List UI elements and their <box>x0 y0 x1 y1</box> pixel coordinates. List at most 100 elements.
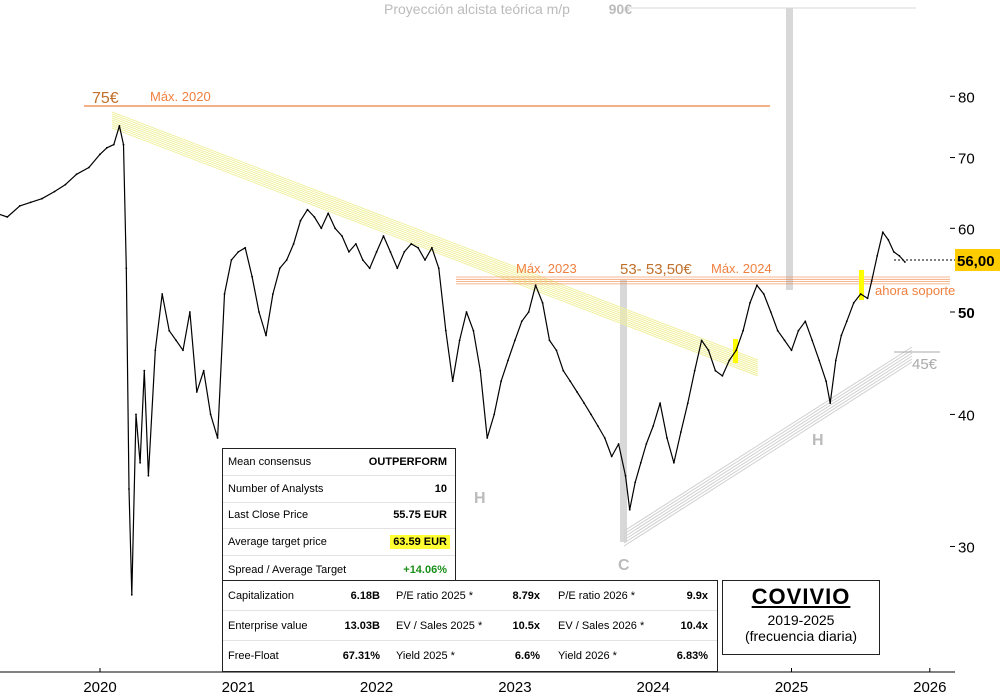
price-point <box>892 251 895 253</box>
price-point <box>500 380 502 383</box>
annotations: Proyección alcista teórica m/p 90€ 75€ Máx.… <box>92 1 955 574</box>
price-point <box>403 251 406 253</box>
price-point <box>265 334 267 337</box>
x-tick-label: 2020 <box>83 679 116 696</box>
price-point <box>341 235 343 237</box>
price-point <box>617 443 620 445</box>
max-2023-label: Máx. 2023 <box>516 261 577 276</box>
price-point <box>348 251 350 253</box>
consensus-row: Number of Analysts 10 <box>223 476 455 503</box>
price-point <box>112 143 115 146</box>
trendline <box>111 117 759 367</box>
price-point <box>652 425 655 427</box>
price-point <box>444 329 447 332</box>
price-point <box>334 227 336 230</box>
price-point <box>135 413 137 416</box>
price-point <box>486 437 489 439</box>
trendline <box>111 115 759 365</box>
price-point <box>53 190 56 193</box>
price-point <box>154 349 157 352</box>
price-point <box>202 369 205 372</box>
price-point <box>728 359 731 362</box>
projection-label: Proyección alcista teórica m/p <box>384 1 570 17</box>
price-point <box>139 461 142 464</box>
price-point <box>686 402 689 404</box>
price-point <box>811 339 814 342</box>
price-point <box>396 267 399 270</box>
price-point <box>866 297 869 300</box>
price-point <box>299 219 302 222</box>
projection-bar <box>786 8 793 290</box>
price-point <box>639 461 642 464</box>
price-point <box>209 413 212 416</box>
support-trendline <box>623 349 913 535</box>
y-tick-label: 80 <box>958 89 975 106</box>
consensus-label: Average target price <box>228 536 327 549</box>
valuation-row: Capitalization 6.18B P/E ratio 2025 * 8.… <box>223 581 717 611</box>
price-point <box>99 153 101 156</box>
price-point <box>75 173 78 176</box>
price-point <box>251 275 254 278</box>
price-point <box>216 437 219 439</box>
price-series <box>0 125 906 596</box>
price-point <box>583 402 585 404</box>
price-point <box>714 369 717 372</box>
price-point <box>659 402 661 404</box>
price-point <box>666 437 668 439</box>
max-2024-label: Máx. 2024 <box>711 261 772 276</box>
trendline <box>111 121 759 371</box>
price-point <box>742 329 744 332</box>
price-point <box>507 359 509 362</box>
chart-years: 2019-2025 <box>767 612 835 628</box>
consensus-value: 10 <box>434 482 447 495</box>
price-point <box>382 235 385 237</box>
consensus-row: Spread / Average Target +14.06% <box>223 556 455 583</box>
price-point <box>548 339 551 342</box>
price-point <box>756 284 758 287</box>
y-tick-label: 50 <box>958 305 975 322</box>
price-point <box>881 231 884 234</box>
y-tick-label: 30 <box>958 539 975 556</box>
price-point <box>223 293 226 295</box>
overlays <box>84 7 950 547</box>
price-point <box>834 359 837 362</box>
price-point <box>130 593 133 596</box>
consensus-row: Last Close Price 55.75 EUR <box>223 503 455 530</box>
valuation-row: Enterprise value 13.03B EV / Sales 2025 … <box>223 611 717 641</box>
price-point <box>417 246 419 249</box>
support-label: ahora soporte <box>875 283 955 298</box>
consensus-value: 55.75 EUR <box>393 509 447 522</box>
price-point <box>64 183 67 186</box>
y-tick-label: 70 <box>958 151 975 168</box>
price-point <box>769 311 772 313</box>
price-point <box>410 243 413 245</box>
x-tick-label: 2022 <box>360 679 393 696</box>
valuation-label: Capitalization <box>228 589 295 602</box>
price-point <box>451 380 454 383</box>
price-point <box>783 339 786 342</box>
price-point <box>175 339 178 342</box>
price-point <box>804 320 807 323</box>
price-point <box>762 293 765 295</box>
x-tick-label: 2025 <box>775 679 808 696</box>
pattern-label-h: H <box>474 490 486 507</box>
price-point <box>424 259 426 261</box>
price-point <box>18 205 21 207</box>
price-point <box>514 339 516 342</box>
consensus-label: Number of Analysts <box>228 482 324 495</box>
price-point <box>88 166 90 169</box>
price-point <box>603 437 606 439</box>
price-point <box>569 380 572 383</box>
price-point <box>576 391 578 393</box>
support-trendline <box>623 361 913 547</box>
price-point <box>852 302 855 304</box>
support-trendline <box>623 346 913 532</box>
consensus-value-highlight: 63.59 EUR <box>390 535 450 550</box>
price-point <box>320 227 323 230</box>
price-point <box>431 246 433 249</box>
price-point <box>680 431 682 433</box>
title-box: COVIVIO 2019-2025 (frecuencia diaria) <box>722 580 880 655</box>
price-point <box>555 349 558 352</box>
trendline <box>111 111 759 361</box>
x-tick-label: 2024 <box>637 679 670 696</box>
